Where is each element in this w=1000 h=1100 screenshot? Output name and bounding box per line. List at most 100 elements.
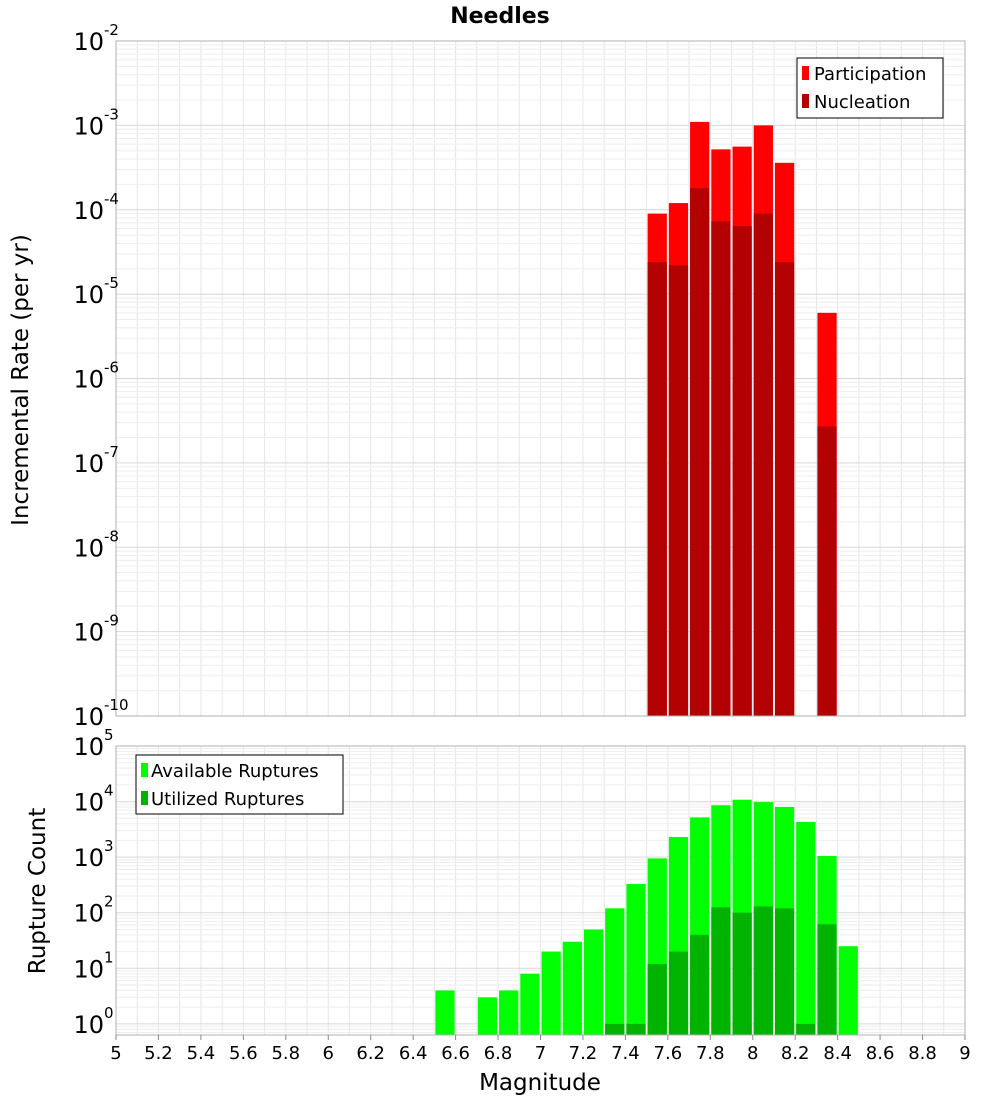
x-tick-label: 9: [959, 1043, 970, 1064]
top-y-axis-label: Incremental Rate (per yr): [8, 234, 34, 526]
top-y-tick: 10 -5: [73, 274, 119, 309]
x-tick-label: 5.4: [187, 1043, 216, 1064]
bottom-legend-box: [135, 754, 344, 815]
top-y-tick-base: 10: [73, 534, 104, 562]
x-tick-label: 7.2: [569, 1043, 598, 1064]
bottom-y-tick-base: 10: [73, 955, 104, 983]
bar-available-ruptures: [838, 946, 858, 1035]
top-y-tick-exponent: -6: [104, 359, 119, 377]
top-plot-frame: [115, 40, 966, 717]
bar-utilized-ruptures: [605, 1023, 625, 1035]
legend-label-utilized: Utilized Ruptures: [151, 789, 304, 810]
legend-swatch-utilized: [141, 791, 148, 805]
bottom-y-tick-base: 10: [73, 900, 104, 928]
x-tick-label: 8: [747, 1043, 758, 1064]
bar-available-ruptures: [435, 990, 455, 1035]
bar-nucleation: [647, 262, 667, 716]
x-tick-label: 8.8: [908, 1043, 937, 1064]
x-tick-label: 8.6: [866, 1043, 895, 1064]
legend-label-available: Available Ruptures: [151, 761, 319, 782]
bar-utilized-ruptures: [626, 1023, 646, 1035]
bar-available-ruptures: [605, 908, 625, 1035]
bottom-y-tick-exponent: 0: [104, 1004, 114, 1022]
bottom-plot-bars: [435, 799, 858, 1035]
bottom-y-tick: 10 2: [73, 893, 113, 928]
bar-available-ruptures: [541, 951, 561, 1035]
bottom-legend: Available Ruptures Utilized Ruptures: [135, 754, 344, 815]
top-y-tick: 10 -2: [73, 21, 119, 56]
top-y-tick-base: 10: [73, 450, 104, 478]
top-legend: Participation Nucleation: [796, 57, 944, 119]
bar-utilized-ruptures: [647, 963, 667, 1035]
legend-label-participation: Participation: [814, 64, 926, 85]
bar-utilized-ruptures: [753, 906, 773, 1035]
bar-utilized-ruptures: [668, 951, 689, 1035]
x-tick-label: 5.6: [229, 1043, 258, 1064]
top-y-tick-base: 10: [73, 112, 104, 140]
bar-available-ruptures: [626, 883, 646, 1035]
bar-utilized-ruptures: [732, 912, 752, 1035]
top-plot-bars: [647, 121, 837, 717]
top-y-tick: 10 -6: [73, 359, 119, 394]
top-y-tick-base: 10: [73, 366, 104, 394]
bar-nucleation: [690, 188, 710, 717]
top-y-tick-base: 10: [73, 703, 104, 731]
top-y-tick-exponent: -8: [104, 527, 119, 545]
x-tick-label: 6: [323, 1043, 334, 1064]
top-y-tick-exponent: -4: [104, 190, 119, 208]
bar-nucleation: [817, 426, 837, 716]
x-tick-label: 7.6: [654, 1043, 683, 1064]
bottom-y-tick: 10 1: [73, 948, 113, 983]
legend-swatch-nucleation: [802, 94, 809, 108]
x-tick-label: 8.2: [781, 1043, 810, 1064]
top-y-tick: 10 -7: [73, 443, 119, 478]
x-tick-label: 5.8: [271, 1043, 300, 1064]
x-tick-label: 5: [110, 1043, 121, 1064]
bottom-y-axis-label: Rupture Count: [25, 808, 51, 974]
top-y-tick-exponent: -9: [104, 612, 119, 630]
bar-available-ruptures: [796, 821, 816, 1035]
bottom-y-tick-base: 10: [73, 844, 104, 872]
top-y-tick-exponent: -3: [104, 105, 119, 123]
top-y-tick-exponent: -10: [104, 696, 129, 714]
top-y-tick: 10 -8: [73, 527, 119, 562]
x-tick-labels: 5 5.2 5.4 5.6 5.8 6 6.2 6.4 6.6 6.8 7 7.2 7.4 7.6 7.8 8…: [110, 1035, 971, 1064]
x-tick-label: 7.8: [696, 1043, 725, 1064]
top-y-tick-base: 10: [73, 197, 104, 225]
x-tick-label: 8.4: [823, 1043, 852, 1064]
top-y-tick-base: 10: [73, 28, 104, 56]
bar-nucleation: [732, 226, 752, 716]
bottom-y-tick-exponent: 2: [104, 893, 114, 911]
x-tick-label: 6.4: [399, 1043, 428, 1064]
bar-available-ruptures: [562, 941, 582, 1035]
bar-available-ruptures: [583, 929, 604, 1035]
bar-nucleation: [774, 262, 795, 716]
bar-utilized-ruptures: [796, 1023, 816, 1035]
top-y-tick-exponent: -7: [104, 443, 119, 461]
bar-available-ruptures: [520, 973, 540, 1035]
top-y-tick-base: 10: [73, 281, 104, 309]
x-tick-label: 7: [535, 1043, 546, 1064]
top-y-tick-exponent: -5: [104, 274, 119, 292]
bar-nucleation: [753, 213, 773, 717]
top-y-tick: 10 -9: [73, 612, 119, 647]
bar-utilized-ruptures: [711, 907, 731, 1035]
chart-title: Needles: [450, 4, 550, 29]
bottom-y-tick-base: 10: [73, 733, 104, 761]
bar-nucleation: [711, 221, 731, 716]
bar-nucleation: [668, 265, 689, 716]
bottom-y-tick-base: 10: [73, 789, 104, 817]
top-y-tick-base: 10: [73, 619, 104, 647]
x-tick-label: 6.6: [441, 1043, 470, 1064]
x-tick-label: 6.2: [356, 1043, 385, 1064]
top-y-tick: 10 -4: [73, 190, 119, 225]
bottom-y-tick-base: 10: [73, 1011, 104, 1039]
top-y-tick: 10 -10: [73, 696, 128, 731]
bottom-y-tick: 10 4: [73, 782, 113, 817]
top-y-tick: 10 -3: [73, 105, 119, 140]
bottom-y-tick: 10 5: [73, 726, 113, 761]
bar-utilized-ruptures: [774, 908, 795, 1035]
